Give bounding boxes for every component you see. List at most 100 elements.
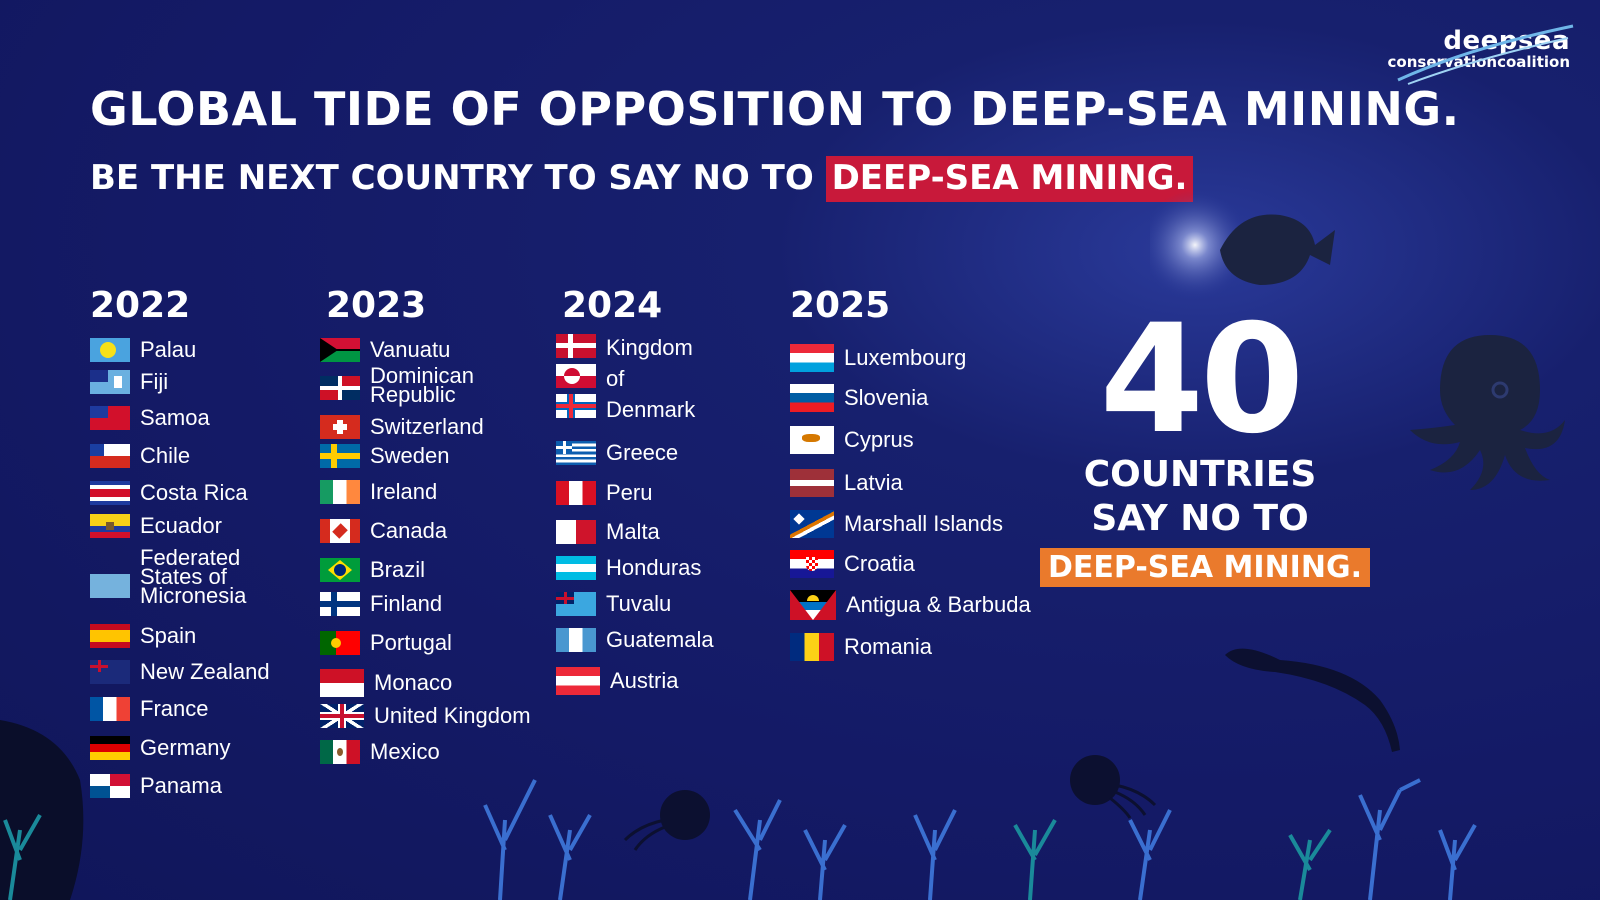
- fiji-flag-icon: [90, 370, 130, 394]
- new-zealand-flag-icon: [90, 660, 130, 684]
- country-switzerland: Switzerland: [320, 415, 484, 439]
- country-guatemala: Guatemala: [556, 628, 714, 652]
- wave-icon: [1397, 24, 1574, 85]
- year-heading-2022: 2022: [90, 285, 191, 326]
- country-france: France: [90, 697, 208, 721]
- latvia-flag-icon: [790, 469, 834, 497]
- country-antigua-barbuda: Antigua & Barbuda: [790, 590, 1031, 620]
- country-greece: Greece: [556, 441, 678, 465]
- country-latvia: Latvia: [790, 469, 903, 497]
- summary-highlight: DEEP-SEA MINING.: [1040, 548, 1370, 587]
- country-portugal: Portugal: [320, 631, 452, 655]
- country-micronesia: Federated States of Micronesia: [90, 547, 250, 607]
- malta-flag-icon: [556, 520, 596, 544]
- country-peru: Peru: [556, 481, 652, 505]
- country-germany: Germany: [90, 736, 230, 760]
- page-title: GLOBAL TIDE OF OPPOSITION TO DEEP-SEA MI…: [90, 82, 1460, 136]
- country-united-kingdom: United Kingdom: [320, 704, 531, 728]
- cyprus-flag-icon: [790, 426, 834, 454]
- year-heading-2025: 2025: [790, 285, 891, 326]
- eel-icon: [1225, 648, 1400, 752]
- country-finland: Finland: [320, 592, 442, 616]
- slovenia-flag-icon: [790, 384, 834, 412]
- octopus-icon: [1410, 335, 1565, 490]
- panama-flag-icon: [90, 774, 130, 798]
- croatia-flag-icon: [790, 550, 834, 578]
- brazil-flag-icon: [320, 558, 360, 582]
- mexico-flag-icon: [320, 740, 360, 764]
- anglerfish-icon: [1150, 190, 1335, 300]
- ecuador-flag-icon: [90, 514, 130, 538]
- country-canada: Canada: [320, 519, 447, 543]
- nautilus-icon-small: [623, 790, 710, 851]
- austria-flag-icon: [556, 667, 600, 695]
- tuvalu-flag-icon: [556, 592, 596, 616]
- country-romania: Romania: [790, 633, 932, 661]
- country-panama: Panama: [90, 774, 222, 798]
- switzerland-flag-icon: [320, 415, 360, 439]
- country-samoa: Samoa: [90, 406, 210, 430]
- canada-flag-icon: [320, 519, 360, 543]
- greece-flag-icon: [556, 441, 596, 465]
- france-flag-icon: [90, 697, 130, 721]
- guatemala-flag-icon: [556, 628, 596, 652]
- subtitle-highlight: DEEP-SEA MINING.: [825, 156, 1194, 202]
- subtitle-prefix: BE THE NEXT COUNTRY TO SAY NO TO: [90, 158, 826, 198]
- vanuatu-flag-icon: [320, 338, 360, 362]
- deepsea-conservation-coalition-logo: deepsea conservationcoalition: [1388, 24, 1574, 85]
- dominican-republic-flag-icon: [320, 376, 360, 400]
- micronesia-flag-icon: [90, 573, 130, 598]
- country-count: 40: [1099, 293, 1305, 467]
- chile-flag-icon: [90, 444, 130, 468]
- country-dominican-republic: Dominican Republic: [320, 365, 480, 406]
- faroe-islands-flag-icon: [556, 394, 596, 418]
- costa-rica-flag-icon: [90, 481, 130, 505]
- antigua-barbuda-flag-icon: [790, 590, 836, 620]
- finland-flag-icon: [320, 592, 360, 616]
- denmark-flag-icon: [556, 334, 596, 358]
- country-luxembourg: Luxembourg: [790, 344, 966, 372]
- country-brazil: Brazil: [320, 558, 425, 582]
- country-honduras: Honduras: [556, 556, 701, 580]
- coral-reef-decoration: [0, 720, 1477, 900]
- country-monaco: Monaco: [320, 669, 452, 697]
- year-heading-2024: 2024: [562, 285, 663, 326]
- samoa-flag-icon: [90, 406, 130, 430]
- denmark-realm-flags: [556, 332, 596, 418]
- page-subtitle: BE THE NEXT COUNTRY TO SAY NO TO DEEP-SE…: [90, 156, 1194, 202]
- country-palau: Palau: [90, 338, 196, 362]
- spain-flag-icon: [90, 624, 130, 648]
- summary-line-2: SAY NO TO: [1091, 498, 1309, 539]
- year-heading-2023: 2023: [326, 285, 427, 326]
- romania-flag-icon: [790, 633, 834, 661]
- country-croatia: Croatia: [790, 550, 915, 578]
- country-mexico: Mexico: [320, 740, 440, 764]
- country-ecuador: Ecuador: [90, 514, 222, 538]
- honduras-flag-icon: [556, 556, 596, 580]
- summary-block: 40 COUNTRIES SAY NO TO DEEP-SEA MINING.: [1040, 293, 1370, 587]
- sweden-flag-icon: [320, 444, 360, 468]
- luxembourg-flag-icon: [790, 344, 834, 372]
- country-austria: Austria: [556, 667, 678, 695]
- nautilus-icon: [1070, 755, 1157, 819]
- country-malta: Malta: [556, 520, 660, 544]
- country-kingdom-of-denmark: Kingdom of Denmark: [556, 332, 706, 425]
- monaco-flag-icon: [320, 669, 364, 697]
- united-kingdom-flag-icon: [320, 704, 364, 728]
- peru-flag-icon: [556, 481, 596, 505]
- country-new-zealand: New Zealand: [90, 660, 270, 684]
- portugal-flag-icon: [320, 631, 360, 655]
- marshall-islands-flag-icon: [790, 510, 834, 538]
- country-fiji: Fiji: [90, 370, 168, 394]
- country-tuvalu: Tuvalu: [556, 592, 671, 616]
- country-sweden: Sweden: [320, 444, 450, 468]
- ireland-flag-icon: [320, 480, 360, 504]
- country-cyprus: Cyprus: [790, 426, 914, 454]
- country-vanuatu: Vanuatu: [320, 338, 450, 362]
- palau-flag-icon: [90, 338, 130, 362]
- country-marshall-islands: Marshall Islands: [790, 510, 1003, 538]
- greenland-flag-icon: [556, 364, 596, 388]
- country-costa-rica: Costa Rica: [90, 481, 248, 505]
- country-slovenia: Slovenia: [790, 384, 928, 412]
- country-ireland: Ireland: [320, 480, 437, 504]
